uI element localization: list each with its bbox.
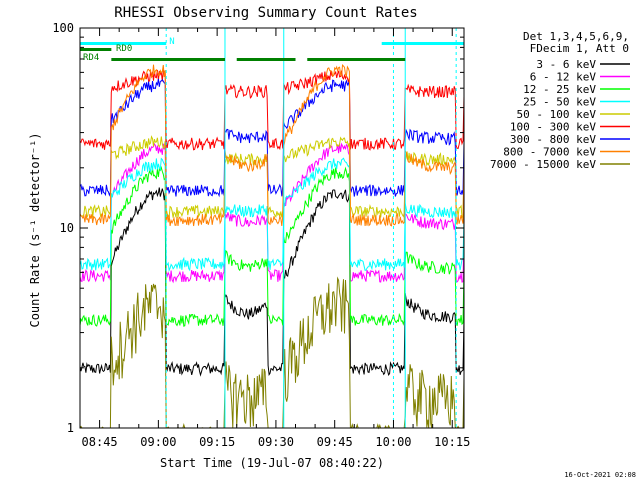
series-line <box>79 78 465 198</box>
flag-bar <box>307 58 406 61</box>
legend-entry-label: 25 - 50 keV <box>523 96 596 109</box>
y-axis-label: Count Rate (s⁻¹ detector⁻¹) <box>28 132 42 327</box>
y-tick-label: 10 <box>60 221 74 235</box>
flag-label: RD0 <box>116 44 132 54</box>
legend-entry-label: 50 - 100 keV <box>517 108 597 121</box>
x-tick-label: 09:45 <box>317 435 353 449</box>
x-tick-label: 09:00 <box>140 435 176 449</box>
legend-entry-label: 100 - 300 keV <box>510 121 596 134</box>
series-line <box>79 63 465 227</box>
y-tick-label: 1 <box>67 421 74 435</box>
plot-area: N RD0 RD4 1 10 100 08:45 09:00 09:15 09:30 09:45 10… <box>52 21 470 449</box>
legend: Det 1,3,4,5,6,9, FDecim 1, Att 0 3 - 6 k… <box>490 30 630 171</box>
x-tick-label: 10:15 <box>434 435 470 449</box>
x-tick-label: 10:00 <box>375 435 411 449</box>
flag-bar <box>236 58 296 61</box>
legend-entry-label: 3 - 6 keV <box>536 58 596 71</box>
series-line <box>79 157 465 272</box>
legend-entry-label: 7000 - 15000 keV <box>490 158 596 171</box>
series-line <box>79 142 465 284</box>
legend-entry-label: 6 - 12 keV <box>530 71 597 84</box>
legend-entry-label: 300 - 800 keV <box>510 133 596 146</box>
chart-title: RHESSI Observing Summary Count Rates <box>114 5 417 21</box>
x-tick-label: 08:45 <box>82 435 118 449</box>
flag-bar <box>381 42 464 45</box>
series-line <box>79 135 465 220</box>
y-tick-label: 100 <box>52 21 74 35</box>
flag-label: N <box>169 37 174 47</box>
flag-label: RD4 <box>83 53 99 63</box>
x-tick-label: 09:15 <box>199 435 235 449</box>
legend-entry-label: 800 - 7000 keV <box>503 146 596 159</box>
x-axis-label: Start Time (19-Jul-07 08:40:22) <box>160 456 384 470</box>
x-tick-label: 09:30 <box>258 435 294 449</box>
legend-header-line-2: FDecim 1, Att 0 <box>530 42 629 55</box>
legend-entry-label: 12 - 25 keV <box>523 83 596 96</box>
legend-header-line-1: Det 1,3,4,5,6,9, <box>523 30 629 43</box>
series-line <box>79 69 465 151</box>
footer-date: 16-Oct-2021 02:08 <box>564 471 636 479</box>
series-line <box>79 187 465 377</box>
flag-bar <box>80 48 112 51</box>
series-line <box>79 165 465 327</box>
flag-bar <box>111 58 225 61</box>
flag-bar <box>80 42 167 45</box>
